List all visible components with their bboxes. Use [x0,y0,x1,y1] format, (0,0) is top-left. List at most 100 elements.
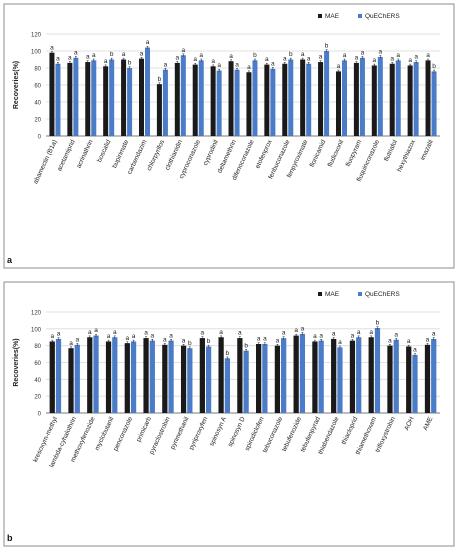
bar-quechers [234,69,240,136]
bar-quechers [216,70,222,136]
significance-label: a [408,57,412,64]
bar-mae [180,345,187,413]
bar-quechers [306,63,312,136]
significance-label: a [307,55,311,62]
significance-label: b [289,51,293,58]
significance-label: a [94,327,98,334]
bar-mae [318,62,324,136]
significance-label: a [265,56,269,63]
y-tick-label: 0 [38,412,42,418]
bar-quechers [112,337,118,413]
bar-mae [256,343,262,413]
bar-quechers [395,60,401,136]
significance-label: b [253,52,257,59]
y-tick-label: 40 [34,378,41,384]
bar-mae [49,52,55,137]
bar-mae [67,62,73,136]
y-tick-label: 100 [31,327,42,333]
bar-quechers [431,338,437,413]
legend-label-mae: MAE [325,13,340,20]
significance-label: a [113,329,117,336]
bar-mae [85,62,91,136]
y-tick-label: 120 [31,33,42,39]
significance-label: a [163,336,167,343]
y-tick-label: 20 [34,395,41,401]
bar-mae [349,340,356,413]
significance-label: a [388,337,392,344]
significance-label: a [132,333,136,340]
bar-quechers [374,327,381,413]
significance-label: a [396,52,400,59]
significance-label: b [226,350,230,357]
significance-label: a [413,347,417,354]
bar-mae [143,338,149,413]
legend-swatch-mae [318,14,322,18]
significance-label: b [188,340,192,347]
significance-label: b [110,51,114,58]
bar-mae [162,344,168,413]
y-tick-label: 60 [34,361,41,367]
panel-label: b [7,533,13,543]
bar-quechers [162,69,168,136]
bar-quechers [243,350,249,413]
bar-mae [237,338,243,413]
bar-mae [335,71,341,136]
bar-mae [368,337,374,413]
bar-quechers [91,60,97,136]
significance-label: a [201,330,205,337]
bar-quechers [127,68,133,136]
significance-label: a [144,330,148,337]
bar-mae [387,345,393,413]
bar-mae [124,343,130,413]
significance-label: a [369,329,373,336]
bar-mae [138,58,144,136]
panel-label: a [7,255,13,265]
y-tick-label: 20 [34,118,41,124]
significance-label: a [229,53,233,60]
bar-quechers [281,338,287,413]
significance-label: a [372,57,376,64]
significance-label: a [140,50,144,57]
significance-label: b [207,338,211,345]
significance-label: a [355,55,359,62]
bar-mae [407,65,413,136]
significance-label: a [313,333,317,340]
significance-label: a [394,331,398,338]
significance-label: a [175,55,179,62]
significance-label: a [319,332,323,339]
significance-label: a [332,331,336,338]
bar-mae [312,341,318,413]
significance-label: a [219,329,223,336]
significance-label: a [257,336,261,343]
bar-mae [210,66,216,136]
significance-label: a [50,333,54,340]
bar-mae [87,337,93,413]
significance-label: a [319,54,323,61]
significance-label: a [211,58,215,65]
bar-quechers [299,333,306,413]
bar-mae [246,72,252,136]
y-tick-label: 100 [31,50,42,56]
y-tick-label: 60 [34,84,41,90]
bar-quechers [318,340,324,413]
significance-label: b [376,320,380,327]
significance-label: a [75,336,79,343]
bar-mae [371,65,377,136]
bar-mae [389,63,395,136]
bar-quechers [73,57,79,136]
bar-quechers [224,358,230,413]
significance-label: a [68,55,72,62]
bar-mae [199,338,205,413]
bar-quechers [393,339,399,413]
bar-quechers [356,337,362,413]
y-tick-label: 80 [34,344,41,350]
bar-mae [264,64,270,136]
significance-label: a [125,335,129,342]
significance-label: a [247,64,251,71]
y-tick-label: 80 [34,67,41,73]
y-tick-label: 0 [38,135,42,141]
significance-label: a [164,61,168,68]
bar-quechers [109,59,115,136]
significance-label: a [282,330,286,337]
